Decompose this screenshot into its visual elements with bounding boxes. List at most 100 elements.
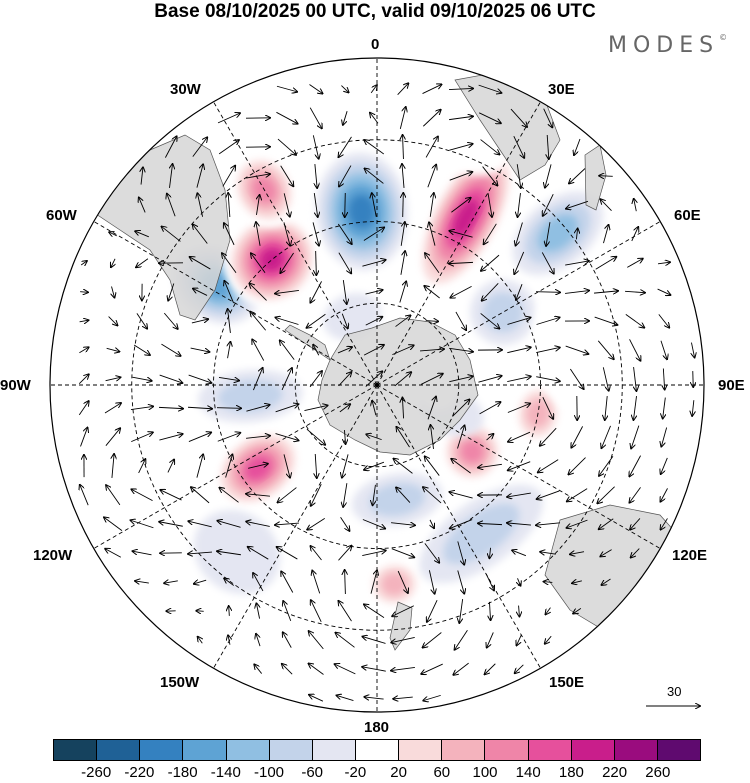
wind-vector (478, 112, 501, 123)
wind-vector (540, 552, 556, 554)
wind-vector (167, 460, 174, 473)
modes-logo: MODES© (608, 33, 727, 58)
colorbar-tick-label: -220 (124, 764, 155, 781)
wind-vector (218, 377, 239, 380)
wind-vector (594, 316, 618, 325)
wind-vector (339, 136, 352, 157)
wind-vector (275, 404, 299, 413)
wind-vector (315, 453, 317, 478)
wind-vector (478, 84, 502, 93)
wind-vector (256, 222, 261, 246)
wind-vector (248, 547, 269, 560)
lon-label-90e: 90E (718, 377, 745, 394)
wind-vector (132, 376, 151, 381)
wind-vector (370, 113, 379, 124)
wind-vector (489, 547, 490, 558)
wind-vector (540, 427, 557, 446)
wind-vector (246, 436, 270, 439)
wind-vector (429, 193, 434, 217)
wind-vector (449, 144, 472, 151)
wind-vector (634, 199, 637, 212)
wind-vector (391, 636, 415, 642)
lon-label-150w: 150W (160, 674, 200, 691)
wind-vector (108, 316, 118, 326)
wind-vector (104, 403, 121, 414)
meridian-line (213, 384, 378, 669)
wind-vector (602, 367, 608, 390)
wind-vector (335, 633, 355, 648)
wind-vector (277, 547, 298, 560)
wind-vector (311, 484, 322, 506)
wind-vector (275, 290, 299, 293)
wind-vector (631, 425, 640, 449)
wind-vector (278, 487, 297, 503)
wind-vector (197, 193, 204, 217)
wind-vector (599, 176, 613, 177)
wind-vector (104, 517, 123, 531)
wind-vector (167, 194, 176, 217)
wind-vector (449, 172, 473, 181)
anomaly-contour (193, 509, 281, 595)
colorbar-tick-label: -260 (81, 764, 112, 781)
wind-vector (337, 347, 352, 354)
wind-vector (566, 200, 589, 208)
wind-vector (568, 457, 586, 475)
wind-vector (80, 292, 88, 293)
anomaly-contour (453, 199, 479, 237)
wind-vector (193, 224, 208, 244)
wind-vector (222, 166, 235, 187)
colorbar-swatch (571, 740, 615, 760)
wind-vector (339, 404, 350, 413)
colorbar (53, 739, 701, 761)
wind-vector (536, 347, 559, 353)
wind-vector (508, 461, 531, 471)
wind-vector (339, 165, 352, 187)
wind-vector (513, 135, 524, 158)
wind-vector (484, 223, 497, 244)
wind-vector (392, 605, 414, 616)
wind-vector (281, 368, 292, 391)
wind-vector (507, 523, 531, 525)
wind-vector (276, 111, 297, 123)
wind-vector (188, 432, 211, 442)
wind-vector (536, 317, 560, 325)
wind-vector (457, 541, 464, 564)
wind-vector (338, 372, 352, 387)
wind-vector (313, 193, 317, 217)
wind-vector (663, 397, 666, 419)
wind-vector (224, 578, 234, 586)
wind-vector (546, 607, 551, 615)
meridian-line (376, 221, 661, 386)
wind-vector (421, 663, 443, 674)
wind-vector (363, 637, 386, 644)
wind-vector (570, 552, 585, 555)
wind-vector (489, 601, 490, 620)
wind-vector (545, 164, 552, 187)
colorbar-tick-label: 60 (433, 764, 451, 781)
wind-vector (198, 637, 203, 644)
wind-vector (480, 313, 500, 328)
wind-vector (516, 222, 523, 245)
wind-vector (565, 261, 589, 266)
wind-vector (541, 252, 553, 273)
wind-vector (480, 139, 500, 155)
wind-vector (658, 314, 669, 327)
wind-vector (402, 398, 403, 419)
wind-vector (516, 284, 523, 300)
wind-vector (228, 193, 230, 218)
wind-vector (130, 406, 153, 409)
wind-vector (449, 347, 473, 351)
brand-text: MODES (608, 33, 720, 58)
wind-vector (191, 487, 210, 504)
colorbar-swatch (140, 740, 184, 760)
wind-vector (691, 342, 694, 358)
wind-vector (372, 401, 377, 416)
wind-vector (131, 432, 153, 443)
wind-vector (165, 136, 176, 158)
wind-vector (309, 695, 324, 702)
wind-vector (395, 315, 411, 327)
wind-vector (455, 630, 468, 649)
wind-vector (335, 664, 356, 675)
wind-vector (372, 193, 377, 217)
